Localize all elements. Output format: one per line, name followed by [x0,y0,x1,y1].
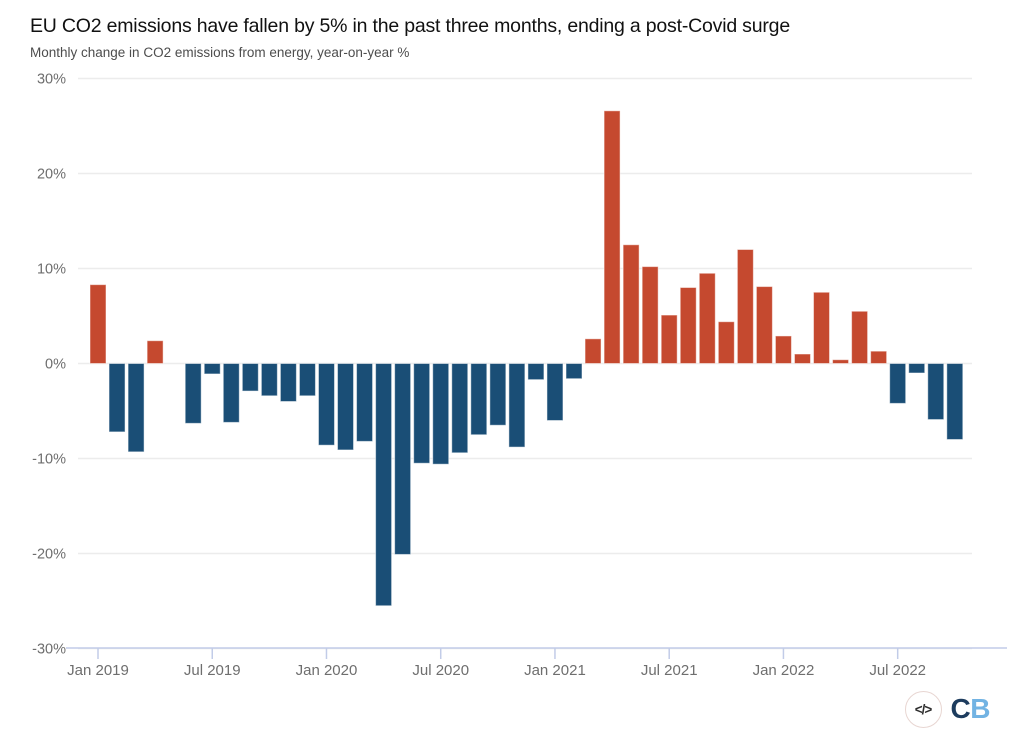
bar [679,287,697,364]
bar [222,363,240,423]
bar [870,350,888,364]
y-axis-tick-label: 0% [45,357,66,373]
bar [470,363,488,436]
bar [241,363,259,392]
bar [127,363,145,453]
bar [527,363,545,381]
y-axis-tick-label: 20% [37,167,66,183]
bar [851,310,869,364]
y-axis-tick-label: 10% [37,262,66,278]
bar [546,363,564,421]
bar [108,363,126,433]
bar [622,244,640,364]
bar [698,272,716,364]
x-axis-tick-label: Jan 2019 [67,662,129,679]
bar [793,353,811,364]
bar [432,363,450,465]
y-axis-tick-label: 30% [37,72,66,88]
bar [774,335,792,365]
bar [755,286,773,364]
chart-subtitle: Monthly change in CO2 emissions from ene… [30,45,410,60]
bar [413,363,431,464]
x-axis-tick-label: Jan 2020 [296,662,358,679]
bar [375,363,393,607]
bar [89,284,107,364]
bar [184,363,202,424]
bar [489,363,507,426]
y-axis-tick-label: -10% [32,452,66,468]
bar [298,363,316,397]
carbonbrief-logo: </> CB [904,688,991,730]
code-icon-glyph: </> [914,701,933,717]
bar [946,363,964,440]
code-icon: </> [904,690,942,728]
bar [832,359,850,365]
bar [394,363,412,555]
bar [508,363,526,448]
x-axis-tick-label: Jul 2021 [641,662,698,679]
bar [603,110,621,364]
bar [565,363,583,380]
logo-letter-c: C [950,693,971,724]
bar [146,340,164,365]
chart-title: EU CO2 emissions have fallen by 5% in th… [30,15,790,37]
logo-letter-b: B [970,693,990,724]
bar [279,363,297,402]
y-axis-tick-label: -30% [32,642,66,658]
bar [641,266,659,365]
bar [337,363,355,451]
bar [927,363,945,421]
x-axis-tick-label: Jul 2022 [869,662,926,679]
bar [451,363,469,454]
bar [660,314,678,364]
x-axis-tick-label: Jul 2019 [184,662,241,679]
x-axis-tick-label: Jul 2020 [412,662,469,679]
bar [203,363,221,375]
bar [908,363,926,374]
logo-letters: CB [950,693,991,724]
bar [717,321,735,365]
bar [813,291,831,364]
bar [584,338,602,364]
bar [260,363,278,397]
bar [736,249,754,364]
x-axis-tick-label: Jan 2022 [753,662,815,679]
y-axis-tick-label: -20% [32,547,66,563]
bar [317,363,335,446]
bar [889,363,907,404]
bar [356,363,374,442]
x-axis-tick-label: Jan 2021 [524,662,586,679]
